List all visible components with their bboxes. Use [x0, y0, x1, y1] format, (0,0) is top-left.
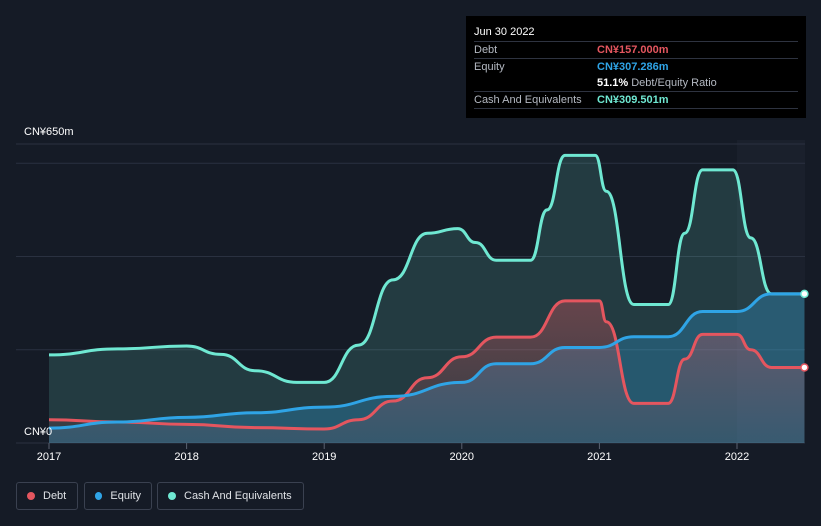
legend-debt-dot	[27, 492, 35, 500]
legend-debt[interactable]: Debt	[16, 482, 78, 510]
x-tick-label-2022: 2022	[725, 451, 749, 463]
tooltip-row-equity: Equity CN¥307.286m	[474, 58, 798, 75]
cash-end-marker	[800, 289, 809, 299]
x-tick-label-2020: 2020	[450, 451, 474, 463]
series-lines	[48, 153, 805, 431]
legend-debt-label: Debt	[43, 490, 67, 502]
tooltip-ratio-value: 51.1%	[597, 77, 629, 89]
tooltip-cash-value: CN¥309.501m	[597, 94, 669, 106]
tooltip: Jun 30 2022 Debt CN¥157.000m Equity CN¥3…	[466, 16, 806, 118]
series-markers	[800, 289, 809, 372]
tooltip-row-debt: Debt CN¥157.000m	[474, 41, 798, 58]
legend-equity-label: Equity	[110, 490, 141, 502]
x-tick-label-2017: 2017	[37, 451, 61, 463]
tooltip-equity-value: CN¥307.286m	[597, 61, 669, 73]
debt-line	[48, 299, 805, 431]
tooltip-row-ratio: 51.1% Debt/Equity Ratio	[474, 75, 798, 91]
debt-end-marker	[800, 363, 809, 372]
x-tick-label-2021: 2021	[587, 451, 611, 463]
legend-cash-dot	[168, 492, 176, 500]
tooltip-debt-value: CN¥157.000m	[597, 44, 669, 56]
x-tick-label-2019: 2019	[312, 451, 336, 463]
tooltip-ratio-label: Debt/Equity Ratio	[631, 77, 717, 89]
legend-equity-dot	[95, 492, 103, 500]
legend-equity[interactable]: Equity	[84, 482, 152, 510]
tooltip-equity-label: Equity	[474, 61, 505, 73]
legend-cash[interactable]: Cash And Equivalents	[157, 482, 304, 510]
tooltip-date: Jun 30 2022	[474, 26, 535, 38]
tooltip-debt-label: Debt	[474, 44, 498, 56]
x-axis: 2017 2018 2019 2020 2021 2022	[37, 443, 749, 463]
series-areas	[49, 155, 805, 444]
debt-area	[49, 300, 805, 443]
x-tick-label-2018: 2018	[174, 451, 198, 463]
tooltip-cash-label: Cash And Equivalents	[474, 94, 582, 106]
y-top-label: CN¥650m	[24, 126, 74, 138]
tooltip-row-cash: Cash And Equivalents CN¥309.501m	[474, 91, 798, 109]
y-bottom-label: CN¥0	[24, 426, 52, 438]
legend-cash-label: Cash And Equivalents	[184, 490, 292, 502]
cash-line	[48, 153, 805, 384]
equity-line	[48, 292, 805, 430]
